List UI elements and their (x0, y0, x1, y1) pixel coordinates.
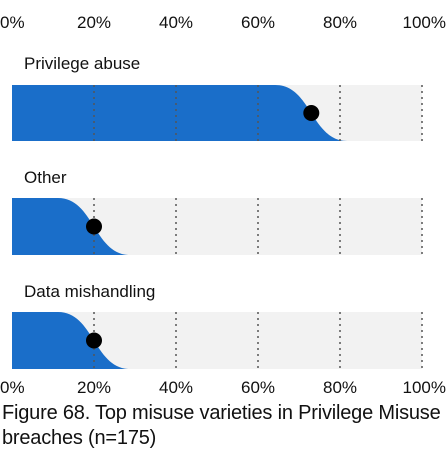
value-dot (303, 105, 320, 121)
x-tick-label-bottom: 80% (323, 378, 357, 397)
x-tick-label-top: 60% (241, 13, 275, 32)
x-tick-label-top: 40% (159, 13, 193, 32)
x-tick-label-bottom: 0% (0, 378, 25, 397)
chart: 0% 0% 20% 20% 40% 40% 60% 60% 80% 80% 100% 100% Priv… (0, 13, 446, 397)
x-tick-label-top: 20% (77, 13, 111, 32)
bar (12, 198, 130, 255)
x-tick-label-bottom: 100% (403, 378, 446, 397)
chart-title: Figure 68. Top misuse varieties in Privi… (2, 402, 441, 449)
x-tick-label-top: 100% (403, 13, 446, 32)
bar (12, 85, 348, 141)
category-label: Other (24, 168, 67, 187)
value-dot (86, 218, 102, 235)
category-label: Privilege abuse (24, 54, 140, 73)
bar (12, 312, 130, 369)
x-tick-label-bottom: 40% (159, 378, 193, 397)
x-tick-label-top: 80% (323, 13, 357, 32)
category-label: Data mishandling (24, 282, 155, 301)
x-tick-label-bottom: 20% (77, 378, 111, 397)
x-tick-label-top: 0% (0, 13, 25, 32)
x-tick-label-bottom: 60% (241, 378, 275, 397)
value-dot (86, 332, 102, 349)
